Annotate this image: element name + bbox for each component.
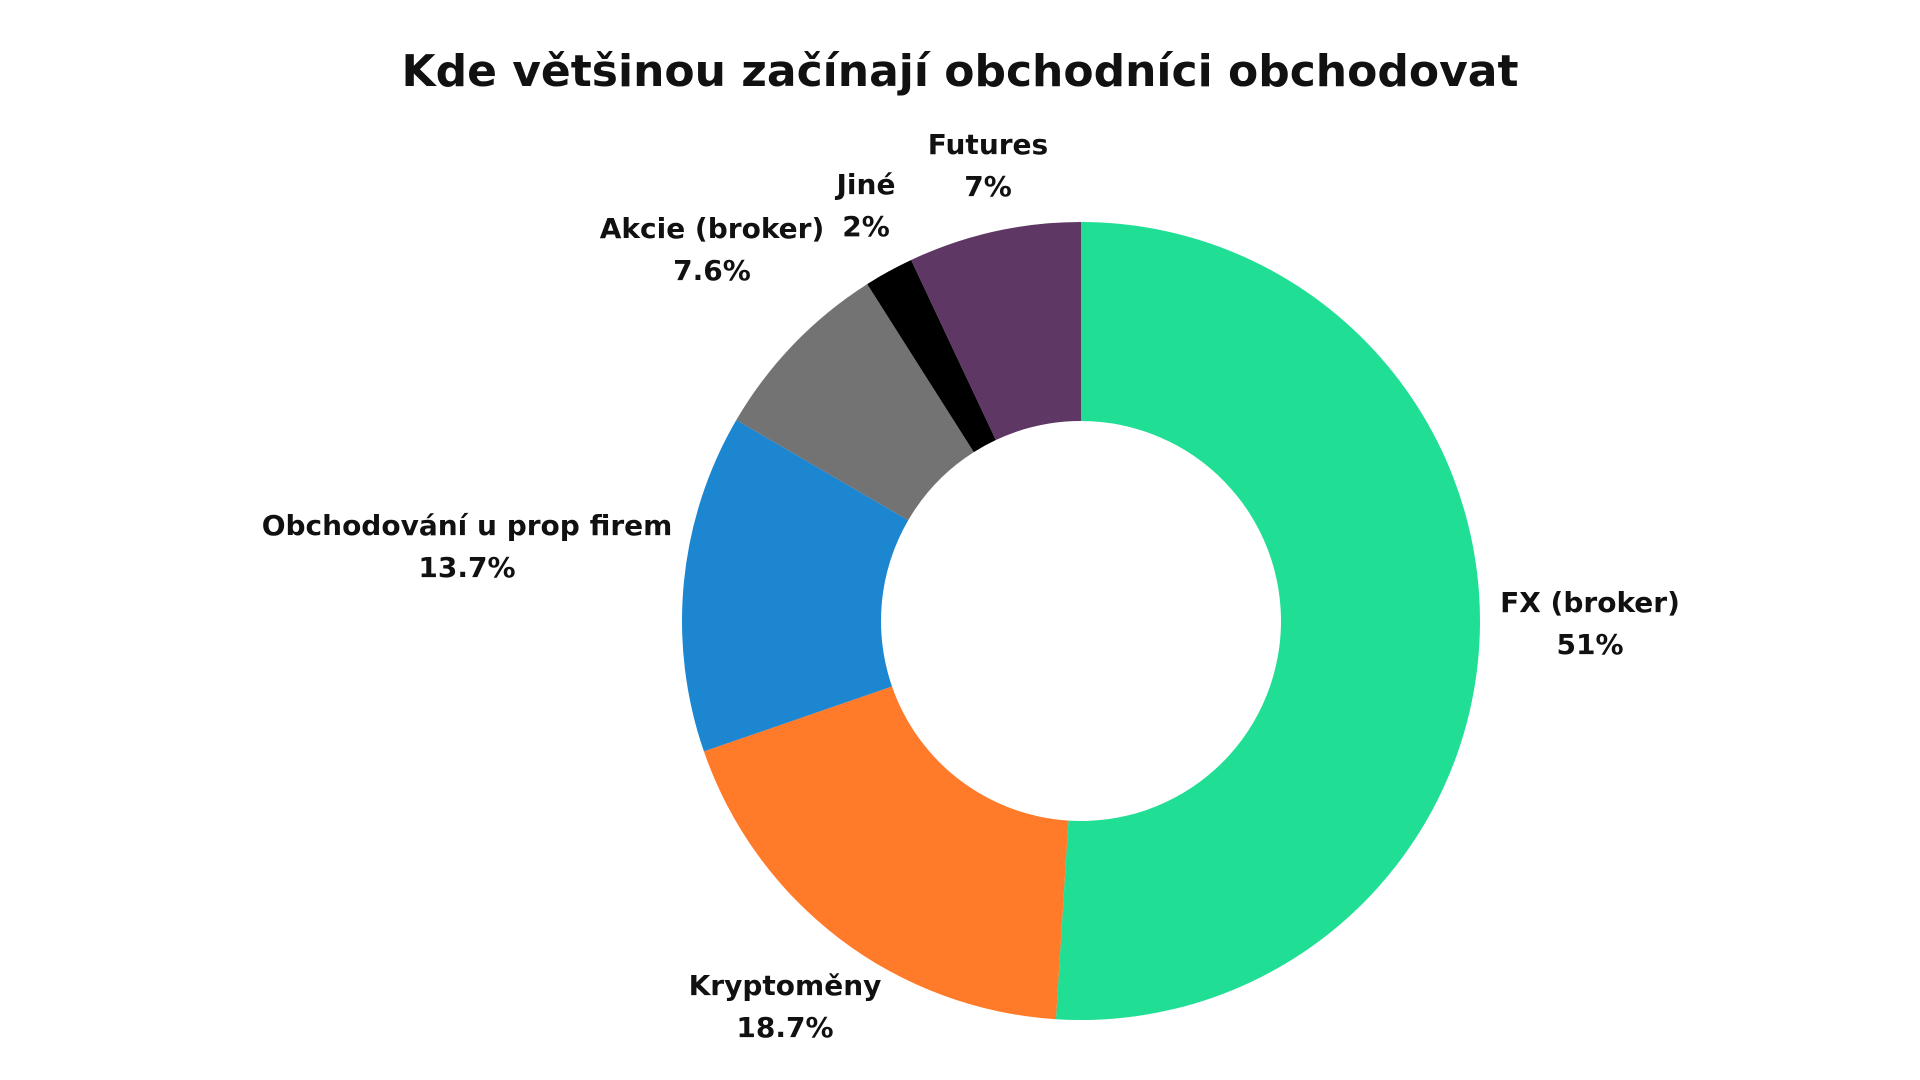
slice-label-jine: Jiné [835,168,896,201]
labels-layer: FX (broker) 51% Kryptoměny 18.7% Obchodování… [262,128,1680,1044]
slice-futures [911,222,1081,441]
slice-obchodovani-u-prop-firem [682,420,909,752]
slice-label-fx-broker: FX (broker) [1500,586,1680,619]
slice-kryptomeny [703,686,1069,1020]
slice-value-obchodovani-u-prop-firem: 13.7% [418,551,515,584]
slice-value-jine: 2% [842,210,890,243]
slice-label-futures: Futures [928,128,1048,161]
slice-fx-broker [1055,222,1481,1021]
slices-layer [682,222,1481,1021]
slice-label-akcie-broker: Akcie (broker) [600,212,825,245]
slice-value-kryptomeny: 18.7% [736,1011,833,1044]
slice-value-akcie-broker: 7.6% [673,254,751,287]
slice-jine [867,259,996,453]
slice-value-futures: 7% [964,170,1012,203]
chart-title: Kde většinou začínají obchodníci obchodo… [401,46,1519,97]
slice-label-kryptomeny: Kryptoměny [689,969,882,1002]
slice-value-fx-broker: 51% [1556,628,1623,661]
slice-akcie-broker [736,284,974,521]
slice-label-obchodovani-u-prop-firem: Obchodování u prop firem [262,509,673,542]
